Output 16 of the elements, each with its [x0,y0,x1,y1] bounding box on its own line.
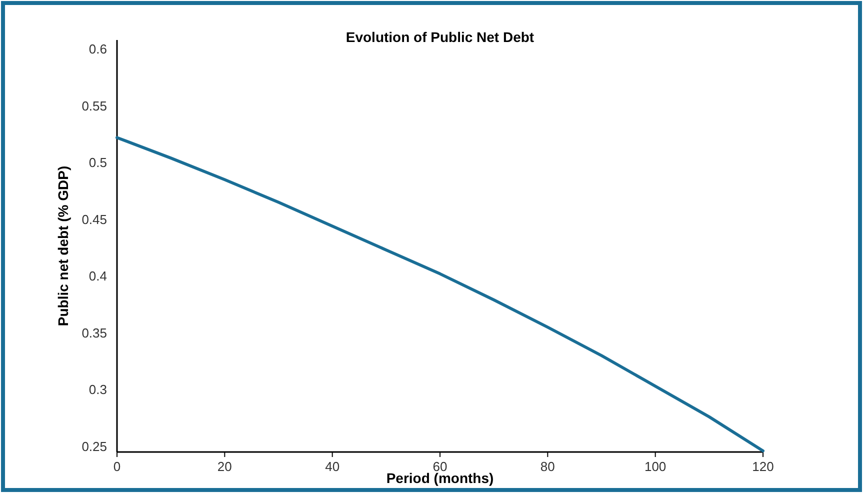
y-tick-label: 0.5 [88,155,107,170]
x-tick-label: 100 [644,459,666,474]
y-tick-label: 0.6 [88,42,107,57]
x-tick-label: 20 [217,459,232,474]
y-axis-title: Public net debt (% GDP) [55,166,71,326]
y-tick-label: 0.35 [82,325,107,340]
x-tick-label: 120 [752,459,774,474]
x-tick-label: 40 [325,459,340,474]
y-tick-label: 0.4 [88,268,107,284]
y-tick-label: 0.3 [88,382,107,398]
x-tick-label: 80 [540,459,555,474]
y-tick-label: 0.45 [82,212,107,227]
y-tick-label: 0.25 [82,438,107,454]
chart-title: Evolution of Public Net Debt [346,29,534,45]
y-tick-label: 0.55 [82,98,107,114]
x-tick-label: 0 [113,459,121,474]
